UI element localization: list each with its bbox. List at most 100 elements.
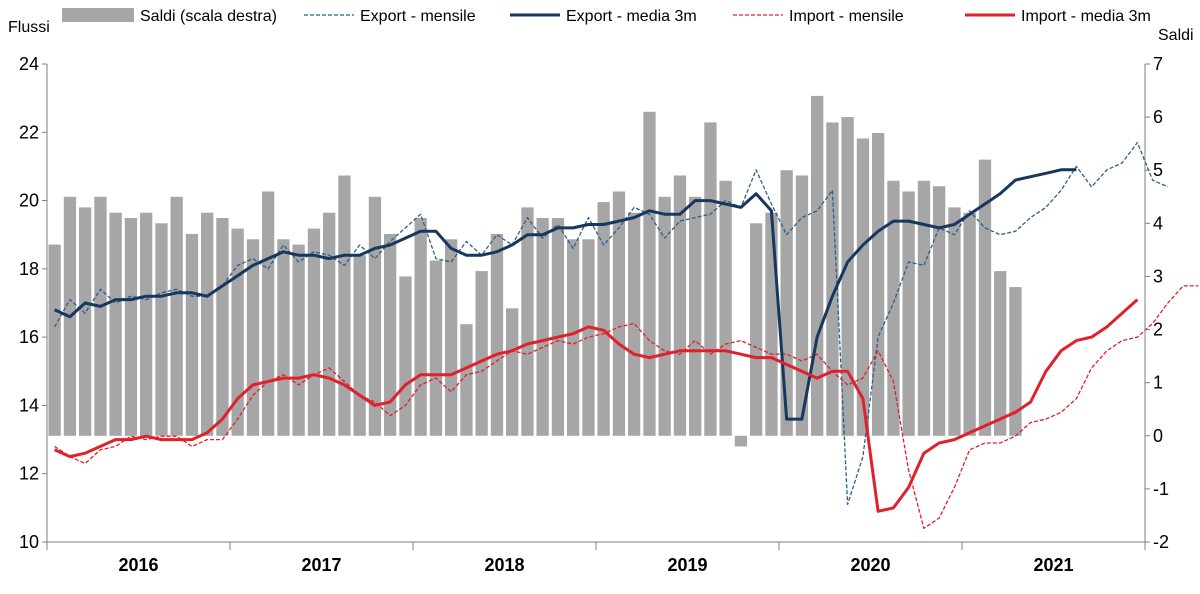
year-label: 2016	[118, 555, 158, 575]
saldi-bar	[1009, 287, 1022, 436]
import-m-line	[54, 285, 1199, 529]
saldi-bar	[429, 260, 443, 436]
year-label: 2017	[301, 555, 341, 575]
saldi-bar	[399, 276, 412, 436]
saldi-bar	[673, 175, 687, 436]
saldi-bar	[155, 223, 168, 436]
saldi-bar	[902, 191, 915, 436]
right-tick-label: 7	[1153, 54, 1163, 74]
saldi-bar	[170, 196, 183, 436]
saldi-bar	[460, 324, 473, 436]
saldi-bar	[597, 202, 610, 436]
import-3m-line	[53, 298, 1139, 513]
saldi-bar	[307, 228, 321, 436]
saldi-bar	[231, 228, 244, 436]
saldi-bar	[765, 212, 778, 436]
saldi-bar	[384, 234, 397, 436]
export-m-line	[54, 141, 1169, 506]
saldi-bar	[963, 212, 976, 436]
saldi-bar	[490, 234, 504, 436]
saldi-bar	[201, 212, 214, 436]
saldi-bar	[582, 239, 595, 436]
saldi-bar	[826, 122, 839, 436]
right-tick-label: 5	[1153, 160, 1163, 180]
axis-titles: Flussi Saldi	[8, 19, 1194, 44]
right-tick-label: 3	[1153, 266, 1163, 286]
left-tick-label: 16	[19, 327, 39, 347]
saldi-bar	[338, 175, 351, 436]
saldi-bar	[216, 218, 229, 436]
left-tick-label: 24	[19, 54, 39, 74]
right-tick-label: -2	[1153, 532, 1169, 552]
saldi-bar	[140, 212, 153, 436]
saldi-bar	[689, 196, 702, 436]
saldi-bar	[628, 212, 641, 436]
saldi-bar	[780, 170, 793, 436]
saldi-bar	[536, 218, 549, 436]
right-tick-label: 0	[1153, 426, 1163, 446]
right-tick-label: 4	[1153, 213, 1163, 233]
saldi-bar	[551, 218, 565, 436]
left-tick-label: 12	[19, 464, 39, 484]
saldi-bar	[811, 95, 824, 436]
left-tick-label: 20	[19, 191, 39, 211]
left-axis-title: Flussi	[8, 19, 50, 36]
legend-label: Saldi (scala destra)	[140, 8, 277, 25]
legend-label: Import - media 3m	[1021, 8, 1151, 25]
saldi-bar	[445, 239, 458, 436]
saldi-bar	[994, 271, 1007, 436]
saldi-bar	[277, 239, 290, 436]
saldi-bar	[567, 239, 580, 436]
saldi-bar	[887, 180, 900, 436]
saldi-bar	[612, 191, 626, 436]
year-label: 2018	[484, 555, 524, 575]
right-tick-label: 2	[1153, 320, 1163, 340]
saldi-bar	[124, 218, 138, 436]
legend-item-export-3m: Export - media 3m	[510, 8, 697, 25]
export-3m-line	[53, 168, 1077, 421]
legend-label: Export - mensile	[360, 8, 476, 25]
year-label: 2019	[667, 555, 707, 575]
legend: Saldi (scala destra) Export - mensile Expo…	[62, 8, 1151, 25]
saldi-bar	[933, 186, 946, 436]
saldi-bar	[719, 180, 732, 436]
saldi-bar	[109, 212, 122, 436]
saldi-bar	[841, 117, 854, 436]
legend-label: Export - media 3m	[566, 8, 697, 25]
saldi-bar	[353, 255, 366, 436]
saldi-bar	[323, 212, 336, 436]
saldi-bar	[506, 308, 519, 436]
saldi-bars	[48, 95, 1022, 447]
saldi-bar	[872, 133, 885, 436]
saldi-bar	[262, 191, 275, 436]
saldi-bar	[521, 207, 534, 436]
saldi-bar	[643, 111, 656, 436]
saldi-bar	[704, 122, 717, 436]
right-tick-label: 1	[1153, 373, 1163, 393]
saldi-bar	[856, 138, 870, 436]
legend-item-import-3m: Import - media 3m	[965, 8, 1151, 25]
legend-label: Import - mensile	[789, 8, 904, 25]
right-tick-label: -1	[1153, 479, 1169, 499]
saldi-bar	[414, 218, 427, 436]
legend-swatch	[62, 8, 134, 22]
legend-item-saldi: Saldi (scala destra)	[62, 8, 277, 25]
saldi-bar	[917, 180, 931, 436]
left-tick-label: 18	[19, 259, 39, 279]
saldi-bar	[48, 244, 61, 436]
saldi-bar	[368, 196, 382, 436]
lines	[53, 141, 1199, 529]
saldi-bar	[185, 234, 199, 436]
saldi-bar	[292, 244, 305, 436]
legend-item-export-m: Export - mensile	[304, 8, 476, 25]
saldi-bar	[94, 196, 107, 436]
left-tick-label: 14	[19, 395, 39, 415]
left-tick-label: 22	[19, 122, 39, 142]
year-label: 2021	[1033, 555, 1073, 575]
saldi-bar	[475, 271, 488, 436]
year-label: 2020	[850, 555, 890, 575]
left-tick-label: 10	[19, 532, 39, 552]
saldi-bar	[750, 223, 763, 436]
